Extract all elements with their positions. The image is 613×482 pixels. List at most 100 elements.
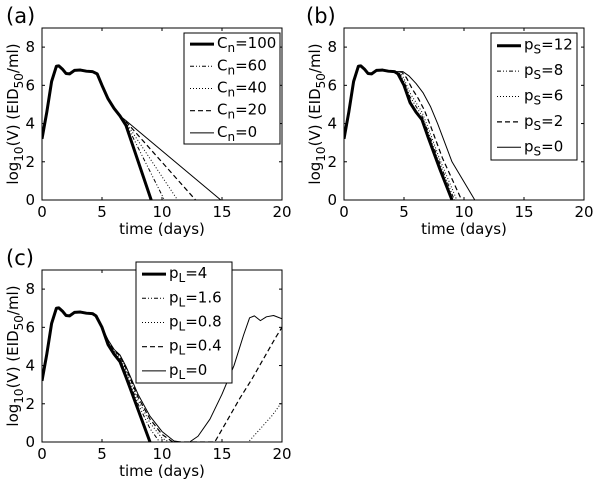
series-line <box>344 65 458 200</box>
x-tick-label: 5 <box>97 445 107 463</box>
y-axis-label-sub: 10 <box>12 146 26 161</box>
legend-param: C <box>217 101 227 119</box>
legend-sub: L <box>179 271 186 285</box>
y-axis-label-part: /ml) <box>4 43 22 73</box>
series-line <box>42 307 282 442</box>
y-tick-label: 6 <box>25 318 35 336</box>
legend-sub: n <box>227 41 235 55</box>
legend-sub: L <box>179 295 186 309</box>
y-axis-label-part: (V) (EID <box>306 88 324 146</box>
legend-entry: Cn=20 <box>217 101 267 122</box>
legend: pL=4pL=1.6pL=0.8pL=0.4pL=0 <box>135 261 233 384</box>
y-axis-label-sub: 50 <box>12 73 26 88</box>
legend-value: =4 <box>185 264 207 282</box>
y-tick-label: 8 <box>25 38 35 56</box>
legend-param: p <box>524 112 534 130</box>
series-line <box>42 307 282 442</box>
legend-value: =0.4 <box>185 337 221 355</box>
legend-entry: pL=4 <box>169 264 207 285</box>
y-axis-label-part: log <box>306 162 324 185</box>
y-tick-label: 0 <box>25 191 35 209</box>
legend-entry: Cn=0 <box>217 123 257 144</box>
legend-entry: pL=0 <box>169 361 207 382</box>
legend-value: =0 <box>185 361 207 379</box>
x-tick-label: 15 <box>212 445 231 463</box>
x-tick-label: 5 <box>97 203 107 221</box>
legend-value: =100 <box>235 34 276 52</box>
legend-value: =40 <box>235 79 267 97</box>
y-axis-label-sub: 10 <box>12 388 26 403</box>
legend-sub: S <box>534 68 542 82</box>
y-axis-label-part: log <box>4 162 22 185</box>
legend-entry: pS=8 <box>524 61 563 82</box>
legend-entry: pL=0.8 <box>169 313 222 334</box>
x-tick-label: 10 <box>152 203 171 221</box>
legend-param: p <box>524 87 534 105</box>
y-axis-label-part: log <box>4 404 22 427</box>
y-tick-label: 8 <box>327 38 337 56</box>
y-tick-label: 4 <box>327 115 337 133</box>
legend-param: p <box>524 61 534 79</box>
legend-sub: n <box>227 108 235 122</box>
legend-value: =6 <box>541 87 563 105</box>
series-line <box>42 64 153 200</box>
x-tick-label: 5 <box>399 203 409 221</box>
y-tick-label: 4 <box>25 357 35 375</box>
legend-entry: Cn=40 <box>217 79 267 100</box>
legend-value: =60 <box>235 56 267 74</box>
x-tick-label: 0 <box>37 203 47 221</box>
y-axis-label-part: (V) (EID <box>4 88 22 146</box>
series-group <box>344 64 476 200</box>
legend-entry: pS=6 <box>524 87 563 108</box>
y-tick-label: 2 <box>25 395 35 413</box>
legend-entry: pS=0 <box>524 137 563 158</box>
y-axis-label: log10(V) (EID50/ml) <box>4 285 26 426</box>
x-tick-label: 20 <box>272 203 291 221</box>
legend-sub: S <box>534 43 542 57</box>
y-tick-label: 6 <box>25 76 35 94</box>
y-axis-label-part: /ml) <box>306 43 324 73</box>
y-tick-label: 8 <box>25 280 35 298</box>
x-tick-label: 15 <box>514 203 533 221</box>
panel-label: (a) <box>6 4 35 28</box>
y-tick-label: 2 <box>327 153 337 171</box>
legend-sub: S <box>534 94 542 108</box>
legend-param: C <box>217 34 227 52</box>
x-tick-label: 20 <box>272 445 291 463</box>
legend-entry: pL=1.6 <box>169 288 222 309</box>
y-axis-label-sub: 50 <box>314 73 328 88</box>
legend-sub: L <box>179 368 186 382</box>
y-tick-label: 0 <box>327 191 337 209</box>
legend-entry: Cn=100 <box>217 34 276 55</box>
y-axis-label: log10(V) (EID50/ml) <box>306 43 328 184</box>
legend-param: p <box>524 36 534 54</box>
series-group <box>42 64 222 200</box>
legend-param: C <box>217 56 227 74</box>
x-axis-label: time (days) <box>119 462 205 480</box>
legend-box <box>490 32 578 161</box>
y-axis-label-sub: 50 <box>12 315 26 330</box>
legend-sub: S <box>534 119 542 133</box>
series-group <box>42 306 282 442</box>
legend-value: =20 <box>235 101 267 119</box>
series-line <box>344 64 454 200</box>
legend-sub: n <box>227 86 235 100</box>
legend-sub: S <box>534 144 542 158</box>
legend-sub: L <box>179 320 186 334</box>
x-tick-label: 10 <box>152 445 171 463</box>
y-tick-label: 2 <box>25 153 35 171</box>
legend-sub: n <box>227 63 235 77</box>
legend-value: =0 <box>235 123 257 141</box>
legend-sub: n <box>227 130 235 144</box>
legend-param: p <box>169 264 179 282</box>
x-tick-label: 0 <box>37 445 47 463</box>
legend-value: =2 <box>541 112 563 130</box>
y-tick-label: 4 <box>25 115 35 133</box>
legend-entry: Cn=60 <box>217 56 267 77</box>
